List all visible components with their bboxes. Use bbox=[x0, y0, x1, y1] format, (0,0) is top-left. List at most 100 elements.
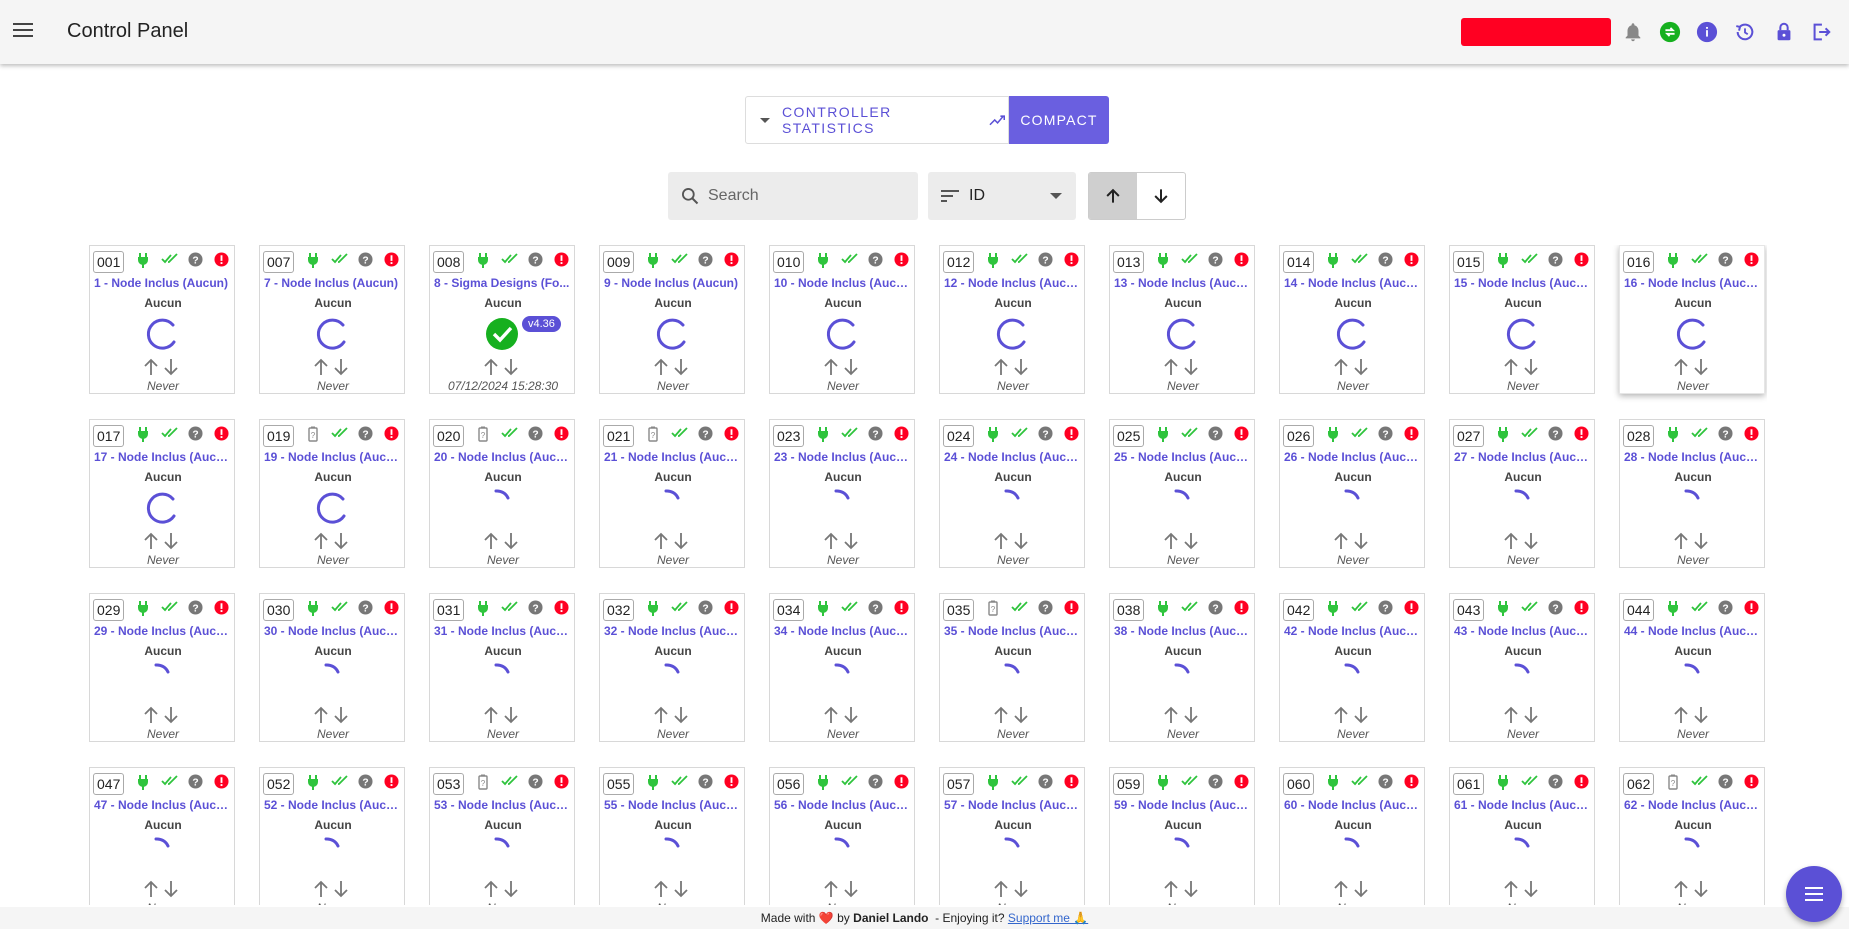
node-card[interactable]: 016? 16 - Node Inclus (Aucun) Aucun Never bbox=[1619, 245, 1765, 394]
node-card[interactable]: 030? 30 - Node Inclus (Aucun) Aucun Never bbox=[259, 593, 405, 742]
node-name[interactable]: 27 - Node Inclus (Aucun) bbox=[1454, 450, 1594, 464]
sort-by-select[interactable]: ID bbox=[928, 172, 1076, 220]
node-name[interactable]: 60 - Node Inclus (Aucun) bbox=[1284, 798, 1424, 812]
node-name[interactable]: 43 - Node Inclus (Aucun) bbox=[1454, 624, 1594, 638]
node-card[interactable]: 059? 59 - Node Inclus (Aucun) Aucun Never bbox=[1109, 767, 1255, 905]
node-name[interactable]: 57 - Node Inclus (Aucun) bbox=[944, 798, 1084, 812]
node-name[interactable]: 7 - Node Inclus (Aucun) bbox=[264, 276, 399, 290]
node-card[interactable]: 034? 34 - Node Inclus (Aucun) Aucun Never bbox=[769, 593, 915, 742]
start-inclusion-button[interactable]: Start Inclu bbox=[1461, 18, 1611, 46]
node-name[interactable]: 52 - Node Inclus (Aucun) bbox=[264, 798, 404, 812]
node-name[interactable]: 59 - Node Inclus (Aucun) bbox=[1114, 798, 1254, 812]
node-card[interactable]: 044? 44 - Node Inclus (Aucun) Aucun Never bbox=[1619, 593, 1765, 742]
node-card[interactable]: 019?? 19 - Node Inclus (Aucun) Aucun Never bbox=[259, 419, 405, 568]
node-card[interactable]: 047? 47 - Node Inclus (Aucun) Aucun Never bbox=[89, 767, 235, 905]
sync-icon[interactable] bbox=[1659, 21, 1681, 43]
node-name[interactable]: 8 - Sigma Designs (Fo... bbox=[434, 276, 570, 290]
compact-view-button[interactable]: COMPACT bbox=[1009, 96, 1109, 144]
node-name[interactable]: 32 - Node Inclus (Aucun) bbox=[604, 624, 744, 638]
node-name[interactable]: 56 - Node Inclus (Aucun) bbox=[774, 798, 914, 812]
node-name[interactable]: 20 - Node Inclus (Aucun) bbox=[434, 450, 574, 464]
logout-icon[interactable] bbox=[1810, 21, 1832, 43]
node-name[interactable]: 19 - Node Inclus (Aucun) bbox=[264, 450, 404, 464]
node-name[interactable]: 28 - Node Inclus (Aucun) bbox=[1624, 450, 1764, 464]
node-card[interactable]: 021?? 21 - Node Inclus (Aucun) Aucun Never bbox=[599, 419, 745, 568]
node-card[interactable]: 008? 8 - Sigma Designs (Fo... Aucun v4.36 07… bbox=[429, 245, 575, 394]
node-name[interactable]: 47 - Node Inclus (Aucun) bbox=[94, 798, 234, 812]
node-name[interactable]: 17 - Node Inclus (Aucun) bbox=[94, 450, 234, 464]
node-name[interactable]: 30 - Node Inclus (Aucun) bbox=[264, 624, 404, 638]
node-card[interactable]: 043? 43 - Node Inclus (Aucun) Aucun Never bbox=[1449, 593, 1595, 742]
node-name[interactable]: 12 - Node Inclus (Aucun) bbox=[944, 276, 1084, 290]
traffic-indicators bbox=[314, 358, 348, 376]
node-name[interactable]: 23 - Node Inclus (Aucun) bbox=[774, 450, 914, 464]
lock-icon[interactable] bbox=[1773, 21, 1795, 43]
node-card[interactable]: 017? 17 - Node Inclus (Aucun) Aucun Never bbox=[89, 419, 235, 568]
node-name[interactable]: 62 - Node Inclus (Aucun) bbox=[1624, 798, 1764, 812]
node-card[interactable]: 015? 15 - Node Inclus (Aucun) Aucun Never bbox=[1449, 245, 1595, 394]
node-card[interactable]: 055? 55 - Node Inclus (Aucun) Aucun Never bbox=[599, 767, 745, 905]
node-name[interactable]: 29 - Node Inclus (Aucun) bbox=[94, 624, 234, 638]
node-card[interactable]: 026? 26 - Node Inclus (Aucun) Aucun Never bbox=[1279, 419, 1425, 568]
node-name[interactable]: 35 - Node Inclus (Aucun) bbox=[944, 624, 1084, 638]
node-card[interactable]: 010? 10 - Node Inclus (Aucun) Aucun Never bbox=[769, 245, 915, 394]
node-name[interactable]: 14 - Node Inclus (Aucun) bbox=[1284, 276, 1424, 290]
node-name[interactable]: 15 - Node Inclus (Aucun) bbox=[1454, 276, 1594, 290]
node-card[interactable]: 062?? 62 - Node Inclus (Aucun) Aucun Never bbox=[1619, 767, 1765, 905]
node-card[interactable]: 025? 25 - Node Inclus (Aucun) Aucun Never bbox=[1109, 419, 1255, 568]
node-card[interactable]: 012? 12 - Node Inclus (Aucun) Aucun Never bbox=[939, 245, 1085, 394]
node-card[interactable]: 013? 13 - Node Inclus (Aucun) Aucun Never bbox=[1109, 245, 1255, 394]
node-card[interactable]: 009? 9 - Node Inclus (Aucun) Aucun Never bbox=[599, 245, 745, 394]
node-card[interactable]: 014? 14 - Node Inclus (Aucun) Aucun Never bbox=[1279, 245, 1425, 394]
node-name[interactable]: 13 - Node Inclus (Aucun) bbox=[1114, 276, 1254, 290]
node-card[interactable]: 027? 27 - Node Inclus (Aucun) Aucun Never bbox=[1449, 419, 1595, 568]
node-card[interactable]: 052? 52 - Node Inclus (Aucun) Aucun Never bbox=[259, 767, 405, 905]
hamburger-menu-icon[interactable] bbox=[10, 19, 36, 45]
node-card[interactable]: 007? 7 - Node Inclus (Aucun) Aucun Never bbox=[259, 245, 405, 394]
node-name[interactable]: 55 - Node Inclus (Aucun) bbox=[604, 798, 744, 812]
node-card[interactable]: 020?? 20 - Node Inclus (Aucun) Aucun Never bbox=[429, 419, 575, 568]
node-card[interactable]: 023? 23 - Node Inclus (Aucun) Aucun Never bbox=[769, 419, 915, 568]
node-card[interactable]: 001? 1 - Node Inclus (Aucun) Aucun Never bbox=[89, 245, 235, 394]
node-name[interactable]: 24 - Node Inclus (Aucun) bbox=[944, 450, 1084, 464]
node-card[interactable]: 053?? 53 - Node Inclus (Aucun) Aucun Never bbox=[429, 767, 575, 905]
info-icon[interactable] bbox=[1696, 21, 1718, 43]
node-name[interactable]: 61 - Node Inclus (Aucun) bbox=[1454, 798, 1594, 812]
support-link[interactable]: Support me 🙏 bbox=[1007, 911, 1089, 925]
arrow-down-icon bbox=[164, 707, 178, 724]
node-card[interactable]: 057? 57 - Node Inclus (Aucun) Aucun Never bbox=[939, 767, 1085, 905]
node-name[interactable]: 34 - Node Inclus (Aucun) bbox=[774, 624, 914, 638]
history-icon[interactable] bbox=[1734, 21, 1756, 43]
node-card[interactable]: 061? 61 - Node Inclus (Aucun) Aucun Never bbox=[1449, 767, 1595, 905]
node-card[interactable]: 060? 60 - Node Inclus (Aucun) Aucun Never bbox=[1279, 767, 1425, 905]
search-field[interactable] bbox=[668, 172, 918, 220]
node-card[interactable]: 029? 29 - Node Inclus (Aucun) Aucun Never bbox=[89, 593, 235, 742]
node-name[interactable]: 1 - Node Inclus (Aucun) bbox=[94, 276, 229, 290]
node-name[interactable]: 53 - Node Inclus (Aucun) bbox=[434, 798, 574, 812]
floating-menu-button[interactable] bbox=[1786, 866, 1842, 922]
search-input[interactable] bbox=[708, 187, 898, 205]
node-card[interactable]: 028? 28 - Node Inclus (Aucun) Aucun Never bbox=[1619, 419, 1765, 568]
sort-ascending-button[interactable] bbox=[1089, 173, 1137, 219]
node-card[interactable]: 032? 32 - Node Inclus (Aucun) Aucun Never bbox=[599, 593, 745, 742]
node-name[interactable]: 42 - Node Inclus (Aucun) bbox=[1284, 624, 1424, 638]
plug-icon bbox=[138, 253, 148, 268]
node-name[interactable]: 44 - Node Inclus (Aucun) bbox=[1624, 624, 1764, 638]
node-card[interactable]: 042? 42 - Node Inclus (Aucun) Aucun Never bbox=[1279, 593, 1425, 742]
node-name[interactable]: 25 - Node Inclus (Aucun) bbox=[1114, 450, 1254, 464]
node-name[interactable]: 26 - Node Inclus (Aucun) bbox=[1284, 450, 1424, 464]
node-name[interactable]: 9 - Node Inclus (Aucun) bbox=[604, 276, 739, 290]
node-name[interactable]: 10 - Node Inclus (Aucun) bbox=[774, 276, 914, 290]
node-name[interactable]: 38 - Node Inclus (Aucun) bbox=[1114, 624, 1254, 638]
node-name[interactable]: 21 - Node Inclus (Aucun) bbox=[604, 450, 744, 464]
node-name[interactable]: 16 - Node Inclus (Aucun) bbox=[1624, 276, 1764, 290]
node-name[interactable]: 31 - Node Inclus (Aucun) bbox=[434, 624, 574, 638]
node-card[interactable]: 056? 56 - Node Inclus (Aucun) Aucun Never bbox=[769, 767, 915, 905]
node-card[interactable]: 035?? 35 - Node Inclus (Aucun) Aucun Never bbox=[939, 593, 1085, 742]
bell-icon[interactable] bbox=[1622, 21, 1644, 43]
sort-descending-button[interactable] bbox=[1137, 173, 1185, 219]
controller-statistics-button[interactable]: CONTROLLER STATISTICS bbox=[745, 96, 1009, 144]
node-card[interactable]: 031? 31 - Node Inclus (Aucun) Aucun Never bbox=[429, 593, 575, 742]
node-card[interactable]: 024? 24 - Node Inclus (Aucun) Aucun Never bbox=[939, 419, 1085, 568]
node-card[interactable]: 038? 38 - Node Inclus (Aucun) Aucun Never bbox=[1109, 593, 1255, 742]
